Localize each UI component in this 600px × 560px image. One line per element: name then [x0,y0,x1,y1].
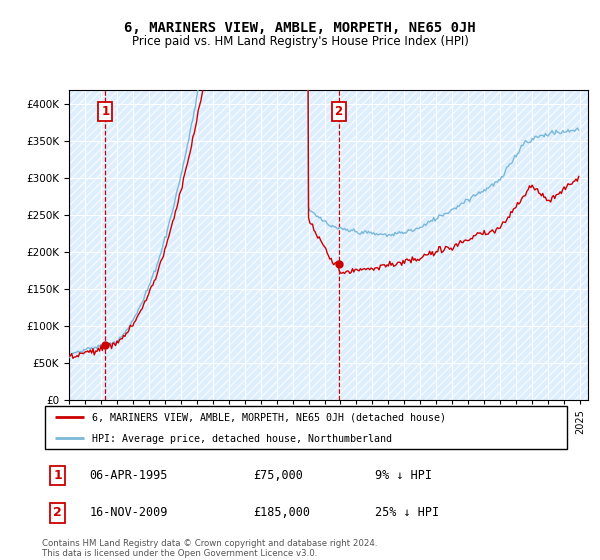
Text: 9% ↓ HPI: 9% ↓ HPI [374,469,431,482]
Text: 16-NOV-2009: 16-NOV-2009 [89,506,168,519]
Text: 6, MARINERS VIEW, AMBLE, MORPETH, NE65 0JH: 6, MARINERS VIEW, AMBLE, MORPETH, NE65 0… [124,21,476,35]
Text: 1: 1 [101,105,109,118]
Text: £185,000: £185,000 [253,506,310,519]
Text: Contains HM Land Registry data © Crown copyright and database right 2024.
This d: Contains HM Land Registry data © Crown c… [42,539,377,558]
FancyBboxPatch shape [44,406,568,450]
Text: Price paid vs. HM Land Registry's House Price Index (HPI): Price paid vs. HM Land Registry's House … [131,35,469,48]
Text: 2: 2 [334,105,343,118]
Text: 25% ↓ HPI: 25% ↓ HPI [374,506,439,519]
Text: 2: 2 [53,506,62,519]
Text: 06-APR-1995: 06-APR-1995 [89,469,168,482]
Text: 6, MARINERS VIEW, AMBLE, MORPETH, NE65 0JH (detached house): 6, MARINERS VIEW, AMBLE, MORPETH, NE65 0… [92,413,446,423]
Text: £75,000: £75,000 [253,469,303,482]
Text: HPI: Average price, detached house, Northumberland: HPI: Average price, detached house, Nort… [92,434,392,444]
Text: 1: 1 [53,469,62,482]
